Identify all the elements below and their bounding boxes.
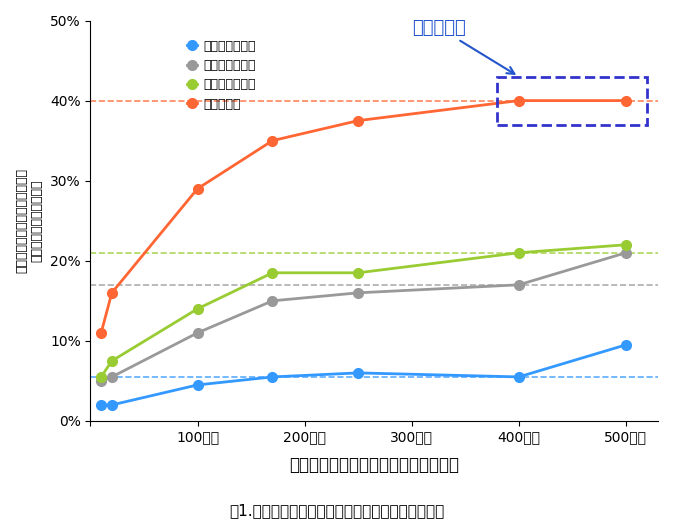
アフリカ系集団 [269,374,277,380]
東アジア人集団 [622,250,630,256]
欧米人集団 [354,118,362,124]
東アジア人集団 [515,282,523,288]
Line: 欧米人集団: 欧米人集団 [96,96,631,337]
東アジア人集団 [193,330,201,336]
東アジア人集団 [354,290,362,296]
アフリカ系集団 [108,402,116,408]
Bar [497,76,647,125]
アフリカ系集団 [193,382,201,388]
Legend: アフリカ系集団, 東アジア人集団, 南アジア人集団, 欧米人集団: アフリカ系集団, 東アジア人集団, 南アジア人集団, 欧米人集団 [182,35,260,115]
南アジア人集団 [354,270,362,276]
南アジア人集団 [193,306,201,312]
南アジア人集団 [108,358,116,364]
アフリカ系集団 [515,374,523,380]
Line: アフリカ系集団: アフリカ系集団 [96,340,631,410]
欧米人集団 [97,330,105,336]
Y-axis label: 感受性遗伝子領域が説明可能な
身長の遙伝的背景の割合: 感受性遗伝子領域が説明可能な 身長の遙伝的背景の割合 [15,168,43,273]
X-axis label: ゲノム解析におけるサンプル数の増加: ゲノム解析におけるサンプル数の増加 [289,456,459,474]
欧米人集団 [622,97,630,103]
南アジア人集団 [97,374,105,380]
アフリカ系集団 [622,342,630,348]
南アジア人集団 [515,250,523,256]
東アジア人集団 [97,378,105,384]
南アジア人集団 [269,270,277,276]
Line: 東アジア人集団: 東アジア人集団 [96,248,631,386]
東アジア人集団 [269,298,277,304]
欧米人集団 [269,137,277,144]
欧米人集団 [193,186,201,192]
南アジア人集団 [622,242,630,248]
アフリカ系集団 [97,402,105,408]
東アジア人集団 [108,374,116,380]
欧米人集団 [108,290,116,296]
Text: 飽和状態に: 飽和状態に [412,19,514,74]
欧米人集団 [515,97,523,103]
Text: 図1.ゲノム解析により説明される身長の遙伝的背景: 図1.ゲノム解析により説明される身長の遙伝的背景 [229,503,444,518]
Line: 南アジア人集団: 南アジア人集団 [96,240,631,382]
アフリカ系集団 [354,370,362,376]
